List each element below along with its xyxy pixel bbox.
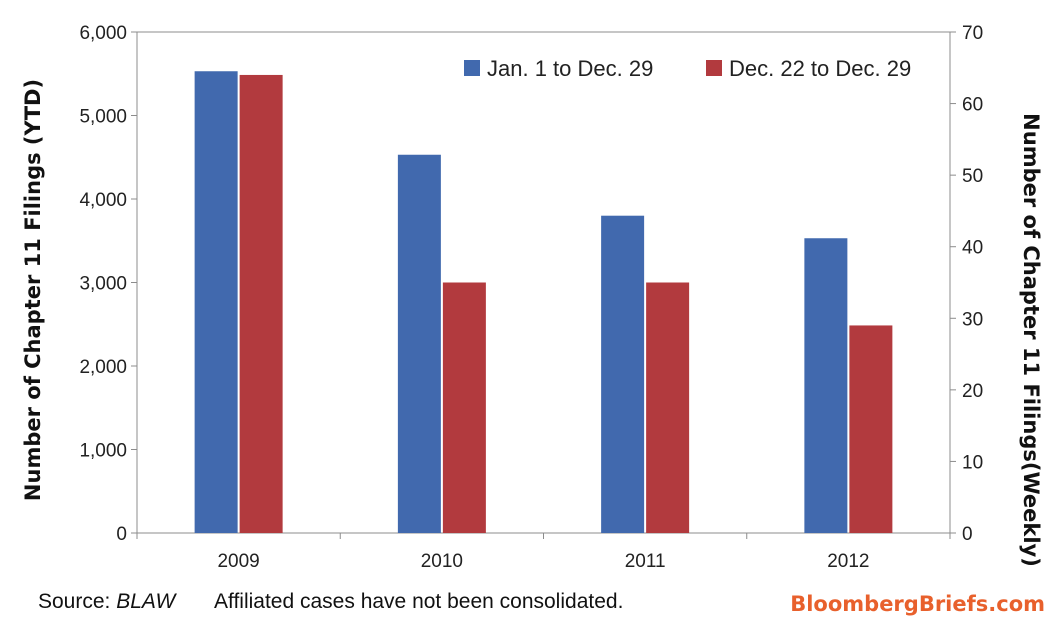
source-name: BLAW [116, 590, 176, 613]
legend-swatch-series-1 [464, 60, 480, 76]
bar-ytd-2011 [601, 215, 645, 533]
x-category-label: 2010 [421, 551, 463, 572]
bar-weekly-2009 [239, 74, 283, 533]
y2-tick-label: 60 [962, 95, 983, 116]
brand-logo-text: BloombergBriefs.com [790, 592, 1045, 616]
y2-tick-label: 70 [962, 23, 983, 44]
bar-ytd-2010 [397, 154, 441, 533]
x-category-label: 2009 [217, 551, 259, 572]
consolidation-note: Affiliated cases have not been consolida… [214, 590, 624, 613]
y-tick-label: 1,000 [79, 441, 127, 462]
x-category-label: 2012 [827, 551, 869, 572]
bar-ytd-2012 [804, 238, 848, 533]
y-tick-label: 5,000 [79, 107, 127, 128]
legend-swatch-series-2 [706, 60, 722, 76]
y-tick-label: 0 [116, 524, 127, 545]
legend-label-series-1: Jan. 1 to Dec. 29 [487, 56, 653, 81]
y2-tick-label: 10 [962, 452, 983, 473]
y-axis-title: Number of Chapter 11 Filings (YTD) [21, 79, 45, 501]
legend-label-series-2: Dec. 22 to Dec. 29 [729, 56, 911, 81]
source-label: Source: [38, 590, 117, 613]
y-tick-label: 4,000 [79, 190, 127, 211]
y2-tick-label: 0 [962, 524, 973, 545]
y-tick-label: 6,000 [79, 23, 127, 44]
y2-tick-label: 40 [962, 238, 983, 259]
x-category-label: 2011 [625, 551, 666, 572]
bar-weekly-2012 [849, 325, 893, 533]
bar-weekly-2011 [646, 282, 690, 533]
bar-weekly-2010 [442, 282, 486, 533]
y2-tick-label: 20 [962, 381, 983, 402]
source-note: Source: BLAW [38, 590, 175, 614]
bar-ytd-2009 [194, 71, 238, 534]
y-tick-label: 3,000 [79, 274, 127, 295]
y2-axis-title: Number of Chapter 11 Filings(Weekly) [1019, 113, 1043, 567]
y2-tick-label: 30 [962, 309, 983, 330]
y-tick-label: 2,000 [79, 357, 127, 378]
legend: Jan. 1 to Dec. 29 Dec. 22 to Dec. 29 [464, 56, 911, 81]
y2-tick-label: 50 [962, 166, 983, 187]
chart: 0 1,000 2,000 3,000 4,000 5,000 6,000 0 10 20 30 4… [21, 23, 1043, 572]
